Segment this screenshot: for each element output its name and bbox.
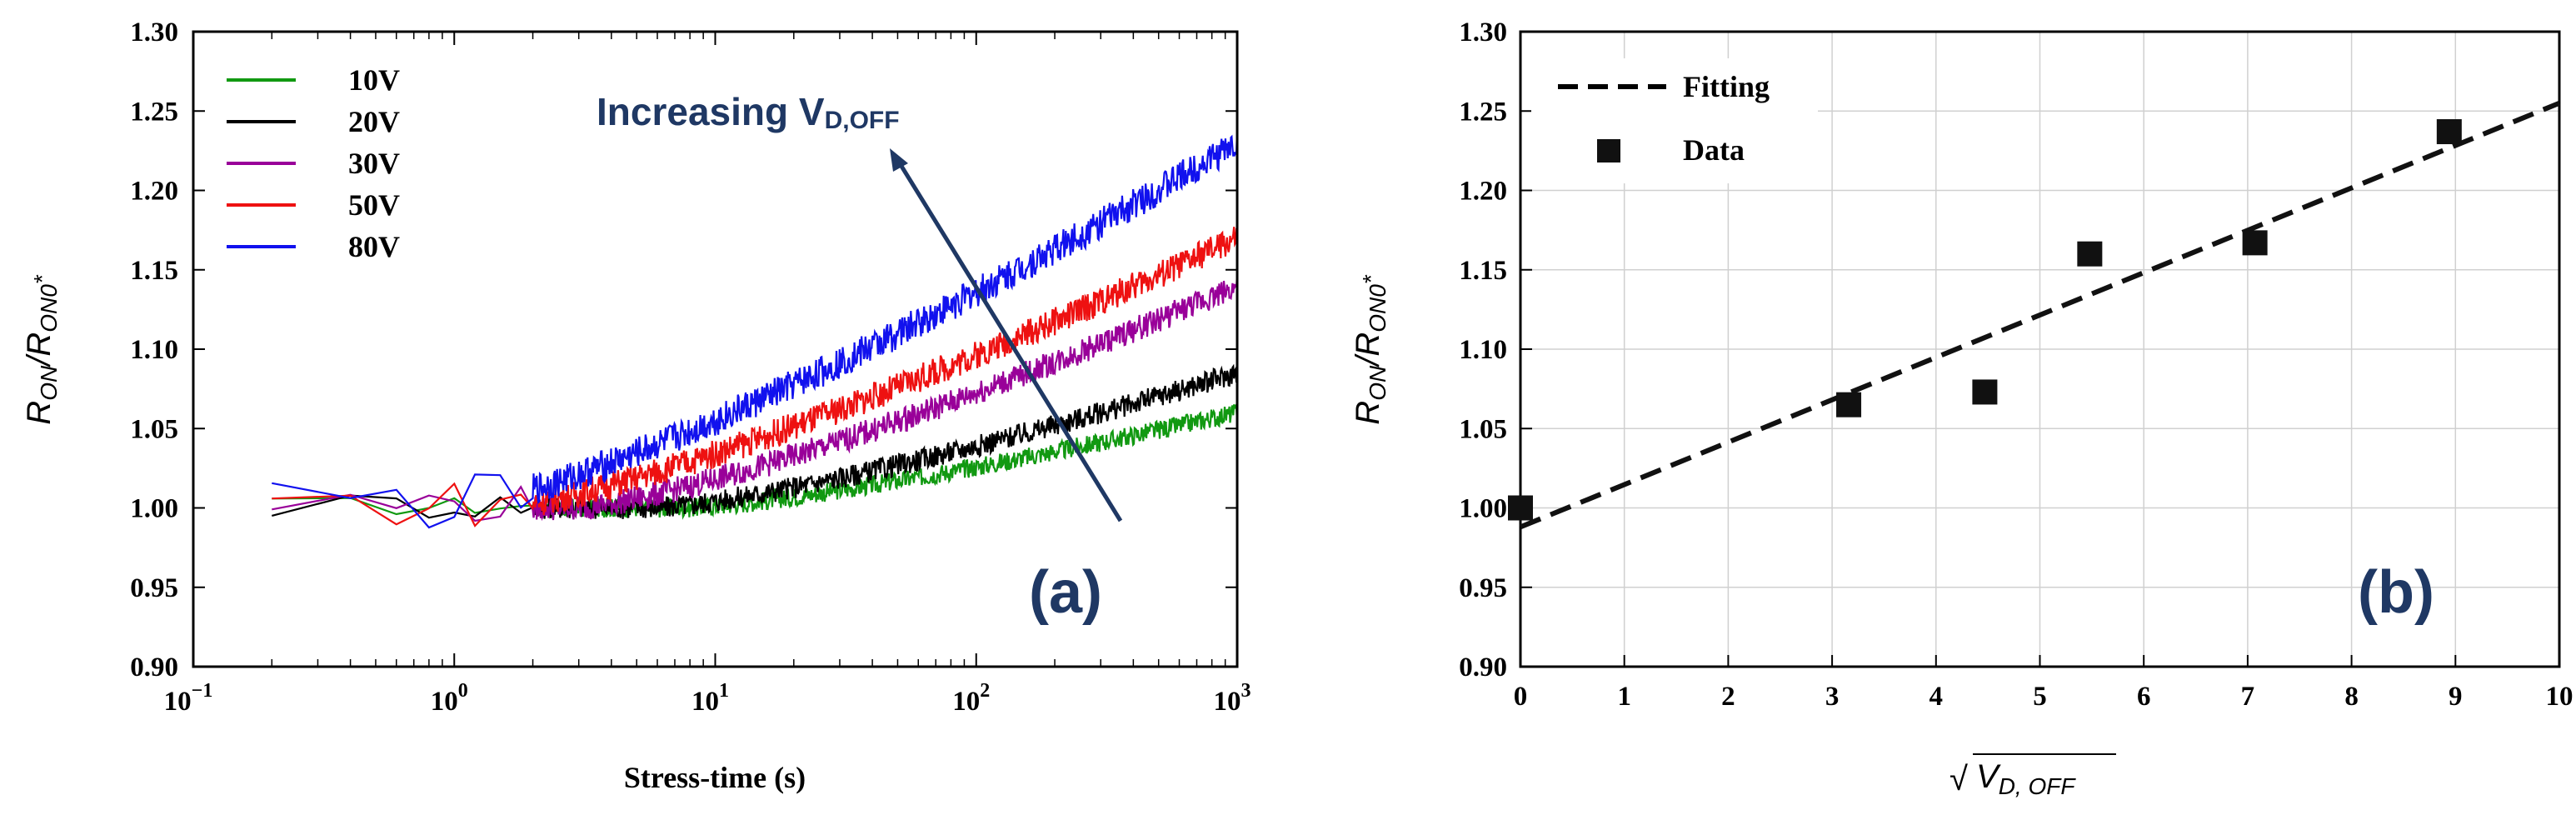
increasing-arrow xyxy=(893,155,1123,522)
y-tick-label: 1.25 xyxy=(130,97,178,127)
y-tick-label: 1.05 xyxy=(130,414,178,444)
panel-b-x-ticks: 0 1 2 3 4 5 6 7 8 9 10 xyxy=(1514,655,2574,712)
x-tick-label: 101 xyxy=(691,680,729,717)
panel-b-y-label: RON/RON0* xyxy=(1350,274,1390,424)
panel-b: 0.90 0.95 1.00 1.05 1.10 1.15 1.20 1.25 1.30 0 1 2… xyxy=(1350,18,2574,799)
panel-a-y-label: RON/RON0* xyxy=(21,274,62,424)
data-point xyxy=(1972,379,1998,405)
y-tick-label: 1.00 xyxy=(1459,494,1507,524)
y-tick-label: 0.95 xyxy=(1459,573,1507,603)
y-tick-label: 1.15 xyxy=(1459,256,1507,286)
x-tick-label: 100 xyxy=(431,680,468,717)
legend-label-80V: 80V xyxy=(348,230,400,263)
x-label-text: VD, OFF xyxy=(1976,758,2076,799)
data-point xyxy=(2077,241,2103,267)
x-tick-label: 102 xyxy=(952,680,990,717)
legend-label-30V: 30V xyxy=(348,147,400,180)
panel-a-x-label: Stress-time (s) xyxy=(624,761,806,794)
legend-label-50V: 50V xyxy=(348,188,400,222)
panel-b-points-group xyxy=(1508,119,2462,521)
panel-b-y-ticks: 0.90 0.95 1.00 1.05 1.10 1.15 1.20 1.25 1.30 xyxy=(1459,18,1532,682)
panel-a: 0.90 0.95 1.00 1.05 1.10 1.15 1.20 1.25 1.30 10−… xyxy=(21,18,1251,794)
x-tick-label: 4 xyxy=(1930,682,1944,712)
arrow-head-icon xyxy=(890,148,908,172)
panel-a-legend: 10V 20V 30V 50V 80V xyxy=(227,63,400,263)
sqrt-symbol: √ xyxy=(1949,761,1968,798)
series-line-10V xyxy=(272,403,1239,520)
x-tick-label: 10 xyxy=(2546,682,2574,712)
panel-a-x-ticks: 10−1 100 101 102 103 xyxy=(164,32,1251,717)
panel-a-series-group xyxy=(272,130,1239,529)
y-tick-label: 1.15 xyxy=(130,256,178,286)
y-tick-label: 1.25 xyxy=(1459,97,1507,127)
x-tick-label: 5 xyxy=(2033,682,2047,712)
x-tick-label: 103 xyxy=(1214,680,1251,717)
y-tick-label: 1.20 xyxy=(1459,177,1507,207)
x-tick-label: 10−1 xyxy=(164,680,213,717)
series-line-30V xyxy=(272,272,1239,522)
y-tick-label: 0.95 xyxy=(130,573,178,603)
x-tick-label: 3 xyxy=(1825,682,1840,712)
x-tick-label: 2 xyxy=(1721,682,1735,712)
increasing-annotation: Increasing VD,OFF xyxy=(597,90,900,134)
legend-label-20V: 20V xyxy=(348,105,400,138)
panel-b-label: (b) xyxy=(2358,559,2434,626)
data-point xyxy=(1836,392,1862,418)
y-tick-label: 0.90 xyxy=(130,652,178,682)
legend-label-10V: 10V xyxy=(348,63,400,97)
series-line-20V xyxy=(272,363,1239,519)
y-tick-label: 1.00 xyxy=(130,494,178,524)
data-point xyxy=(1508,495,1533,521)
y-tick-label: 1.10 xyxy=(1459,335,1507,365)
series-line-80V xyxy=(272,130,1239,529)
x-tick-label: 1 xyxy=(1617,682,1631,712)
x-tick-label: 7 xyxy=(2241,682,2255,712)
legend-data-label: Data xyxy=(1683,133,1745,167)
y-tick-label: 1.30 xyxy=(130,18,178,48)
data-point xyxy=(2242,230,2268,256)
data-point xyxy=(2436,119,2462,145)
y-tick-label: 1.10 xyxy=(130,335,178,365)
panel-a-label: (a) xyxy=(1029,559,1102,626)
x-tick-label: 9 xyxy=(2449,682,2463,712)
fit-line xyxy=(1519,100,2561,530)
panel-b-legend-box xyxy=(1531,58,1818,183)
x-tick-label: 6 xyxy=(2137,682,2151,712)
panel-b-fit-group xyxy=(1519,100,2561,530)
legend-fitting-label: Fitting xyxy=(1683,70,1770,103)
x-tick-label: 0 xyxy=(1514,682,1528,712)
series-line-50V xyxy=(272,227,1239,528)
legend-data-swatch xyxy=(1597,139,1620,162)
y-tick-label: 0.90 xyxy=(1459,652,1507,682)
panel-a-y-ticks: 0.90 0.95 1.00 1.05 1.10 1.15 1.20 1.25 1.30 xyxy=(130,18,1237,682)
y-tick-label: 1.05 xyxy=(1459,414,1507,444)
y-tick-label: 1.30 xyxy=(1459,18,1507,48)
x-tick-label: 8 xyxy=(2344,682,2359,712)
y-tick-label: 1.20 xyxy=(130,177,178,207)
panel-b-x-label: √ VD, OFF xyxy=(1949,753,2116,799)
